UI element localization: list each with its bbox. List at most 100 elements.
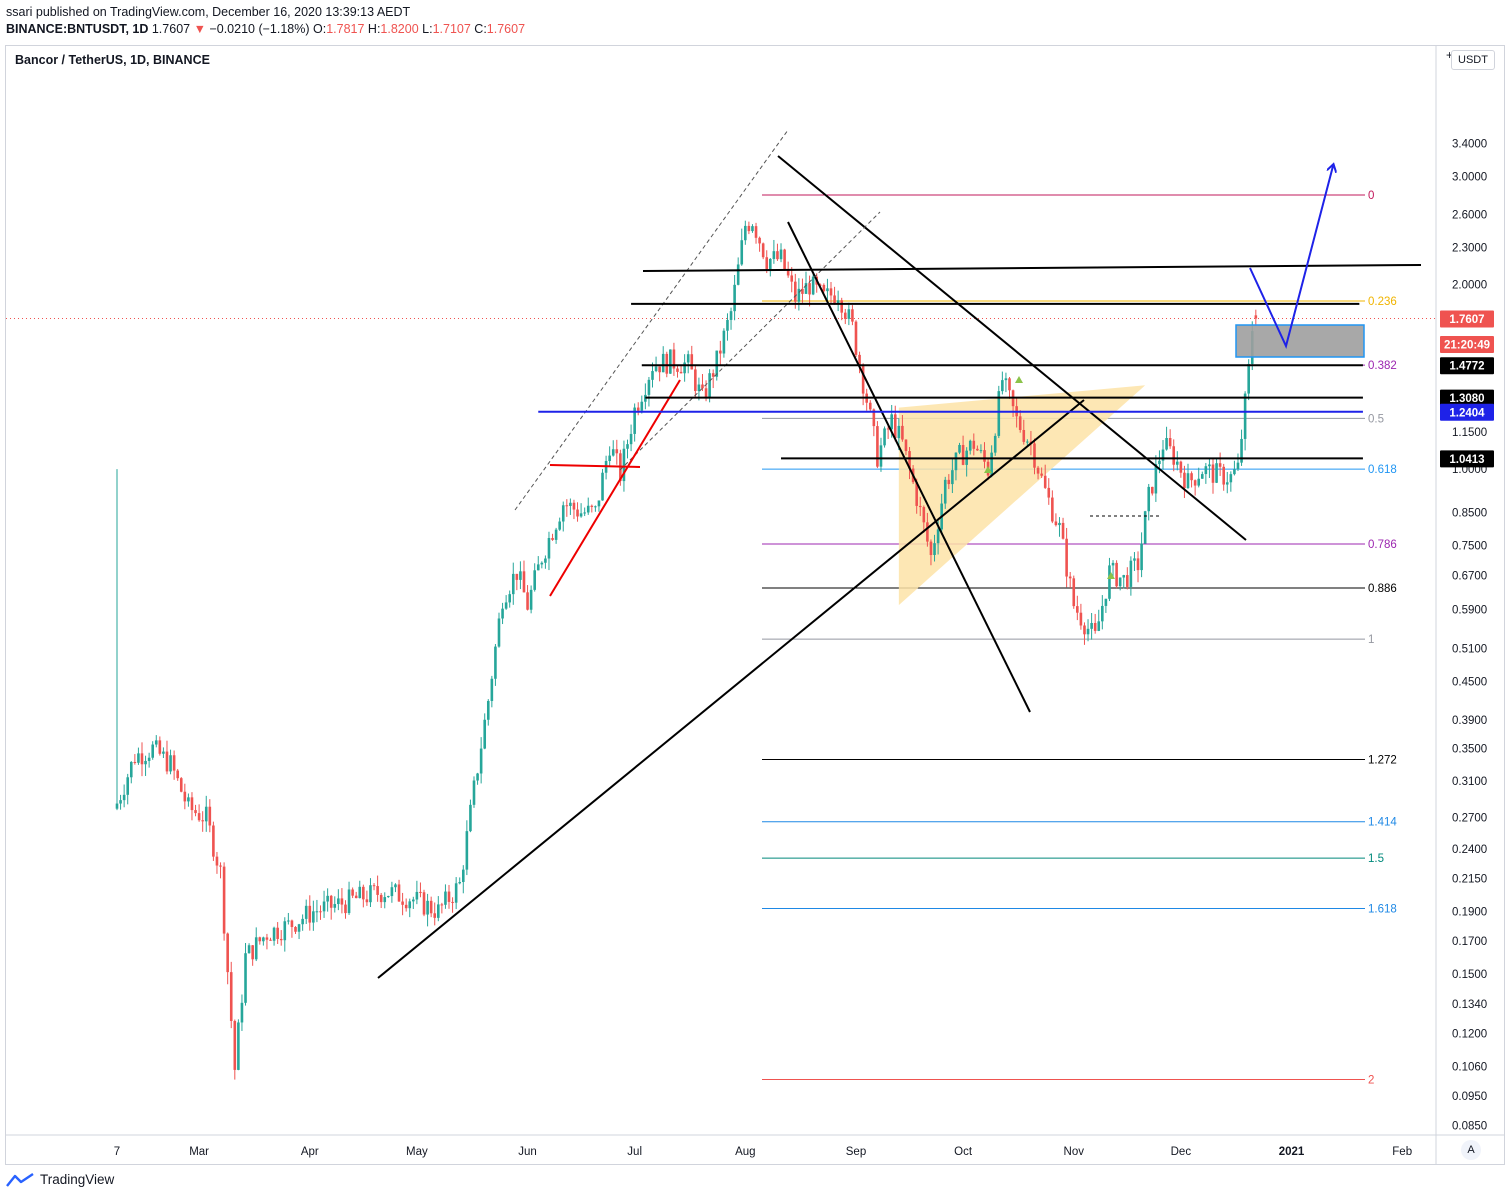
candle-body	[754, 226, 758, 238]
candle-body	[372, 885, 376, 887]
candle-body	[990, 452, 993, 476]
candle-body	[686, 354, 690, 363]
candle-body	[1215, 463, 1218, 483]
candle-body	[801, 288, 804, 294]
candle-body	[790, 275, 794, 282]
candle-body	[351, 889, 354, 896]
plus-icon[interactable]: +	[1446, 48, 1454, 62]
candle-body	[654, 366, 658, 372]
candle-body	[483, 719, 487, 749]
candle-body	[458, 882, 462, 884]
candle-body	[1040, 473, 1043, 476]
candle-body	[983, 450, 986, 462]
candle-body	[1208, 464, 1211, 467]
candle-body	[1183, 472, 1186, 489]
candle-body	[697, 384, 701, 392]
candle-body	[947, 479, 951, 485]
candle-body	[165, 751, 169, 772]
candle-body	[315, 911, 319, 913]
candle-body	[1043, 475, 1047, 488]
candle-body	[337, 898, 340, 905]
x-tick-label: Aug	[735, 1146, 755, 1158]
candle-body	[540, 562, 544, 565]
candle-body	[304, 905, 308, 919]
candle-body	[558, 521, 561, 530]
candle-body	[915, 482, 918, 506]
currency-button[interactable]: USDT	[1451, 50, 1495, 70]
y-tick-label: 0.1700	[1452, 936, 1487, 948]
candle-body	[1229, 474, 1233, 483]
y-tick-label: 0.3500	[1452, 744, 1487, 756]
green-marker	[984, 466, 992, 473]
candle-body	[308, 905, 312, 923]
candle-body	[1026, 441, 1029, 443]
candle-body	[1008, 378, 1011, 391]
tradingview-brand: TradingView	[6, 1172, 114, 1187]
candle-body	[1093, 622, 1097, 631]
candle-body	[1172, 446, 1176, 465]
candle-body	[1179, 461, 1183, 473]
candle-body	[536, 564, 540, 571]
candle-body	[444, 891, 447, 905]
candle-body	[201, 820, 204, 822]
candle-body	[922, 507, 926, 523]
candle-body	[204, 806, 208, 822]
candle-body	[465, 831, 469, 870]
candle-body	[251, 945, 254, 960]
candle-body	[151, 744, 154, 758]
candle-body	[629, 433, 633, 445]
chart-frame	[5, 45, 1505, 1165]
y-tick-label: 0.5100	[1452, 643, 1487, 655]
candle-body	[858, 354, 861, 367]
candle-body	[597, 500, 601, 507]
candle-body	[176, 770, 179, 779]
candle-body	[508, 594, 511, 603]
candle-body	[1097, 621, 1101, 631]
candle-body	[993, 435, 997, 453]
candle-body	[140, 753, 144, 765]
candle-body	[412, 899, 415, 902]
y-tick-label: 0.4500	[1452, 677, 1487, 689]
candle-body	[1254, 315, 1258, 319]
price-label-bg	[1440, 335, 1494, 353]
candle-body	[908, 451, 911, 469]
candle-body	[490, 678, 494, 701]
x-tick-label: Jul	[627, 1146, 642, 1158]
candle-body	[440, 904, 444, 906]
candle-body	[1061, 522, 1065, 539]
candle-body	[486, 700, 490, 720]
trendline-descending	[777, 155, 1247, 541]
candle-body	[347, 889, 351, 914]
candle-body	[751, 226, 754, 232]
candle-body	[522, 571, 526, 593]
candle-body	[1190, 473, 1193, 481]
y-tick-label: 0.1200	[1452, 1029, 1487, 1041]
candle-body	[733, 284, 736, 312]
last-price: 1.7607	[151, 22, 191, 36]
y-tick-label: 0.1340	[1452, 999, 1487, 1011]
candle-body	[708, 373, 711, 398]
candle-body	[576, 509, 579, 517]
candle-body	[622, 448, 626, 482]
fib-level-label: 1	[1368, 634, 1374, 646]
candle-body	[843, 312, 847, 319]
candle-body	[547, 537, 551, 559]
candle-body	[376, 886, 379, 895]
candle-body	[694, 369, 697, 392]
candle-body	[826, 288, 829, 292]
auto-scale-button[interactable]: A	[1461, 1140, 1481, 1160]
candle-body	[736, 264, 740, 285]
candle-body	[676, 368, 679, 372]
symbol-interval: BINANCE:BNTUSDT, 1D	[6, 22, 149, 36]
candle-body	[1054, 521, 1058, 526]
candle-body	[269, 939, 272, 941]
candle-body	[272, 927, 276, 941]
candle-body	[354, 895, 358, 899]
candle-body	[936, 529, 940, 544]
candle-body	[761, 243, 765, 258]
candle-body	[890, 414, 893, 430]
price-label: 1.0413	[1449, 454, 1484, 466]
candle-body	[1001, 380, 1004, 392]
candle-body	[122, 794, 126, 801]
